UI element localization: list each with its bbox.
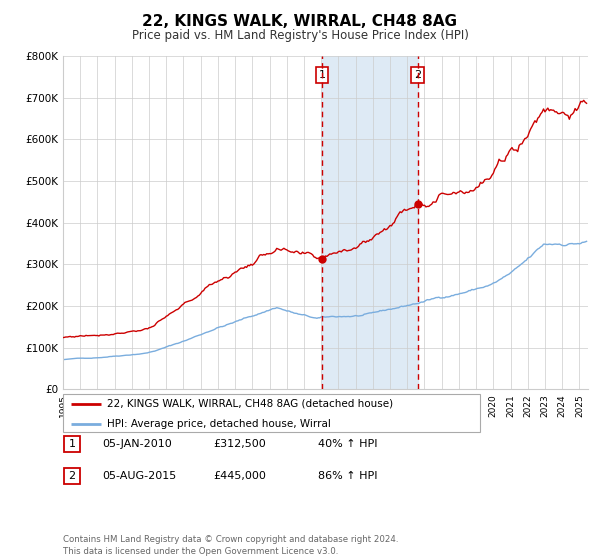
Text: 2: 2 bbox=[414, 70, 421, 80]
Text: 05-JAN-2010: 05-JAN-2010 bbox=[102, 439, 172, 449]
Text: 05-AUG-2015: 05-AUG-2015 bbox=[102, 471, 176, 481]
Text: 22, KINGS WALK, WIRRAL, CH48 8AG (detached house): 22, KINGS WALK, WIRRAL, CH48 8AG (detach… bbox=[107, 399, 393, 409]
Bar bbox=[322, 56, 418, 389]
Text: 40% ↑ HPI: 40% ↑ HPI bbox=[318, 439, 377, 449]
Text: 1: 1 bbox=[319, 70, 325, 80]
Text: 1: 1 bbox=[68, 439, 76, 449]
Text: £445,000: £445,000 bbox=[213, 471, 266, 481]
FancyBboxPatch shape bbox=[64, 468, 80, 484]
Text: HPI: Average price, detached house, Wirral: HPI: Average price, detached house, Wirr… bbox=[107, 419, 331, 429]
Text: Contains HM Land Registry data © Crown copyright and database right 2024.
This d: Contains HM Land Registry data © Crown c… bbox=[63, 535, 398, 556]
Text: 2: 2 bbox=[68, 471, 76, 481]
Text: 86% ↑ HPI: 86% ↑ HPI bbox=[318, 471, 377, 481]
FancyBboxPatch shape bbox=[64, 436, 80, 452]
Text: Price paid vs. HM Land Registry's House Price Index (HPI): Price paid vs. HM Land Registry's House … bbox=[131, 29, 469, 42]
Text: 22, KINGS WALK, WIRRAL, CH48 8AG: 22, KINGS WALK, WIRRAL, CH48 8AG bbox=[143, 14, 458, 29]
Text: £312,500: £312,500 bbox=[213, 439, 266, 449]
FancyBboxPatch shape bbox=[63, 394, 480, 432]
